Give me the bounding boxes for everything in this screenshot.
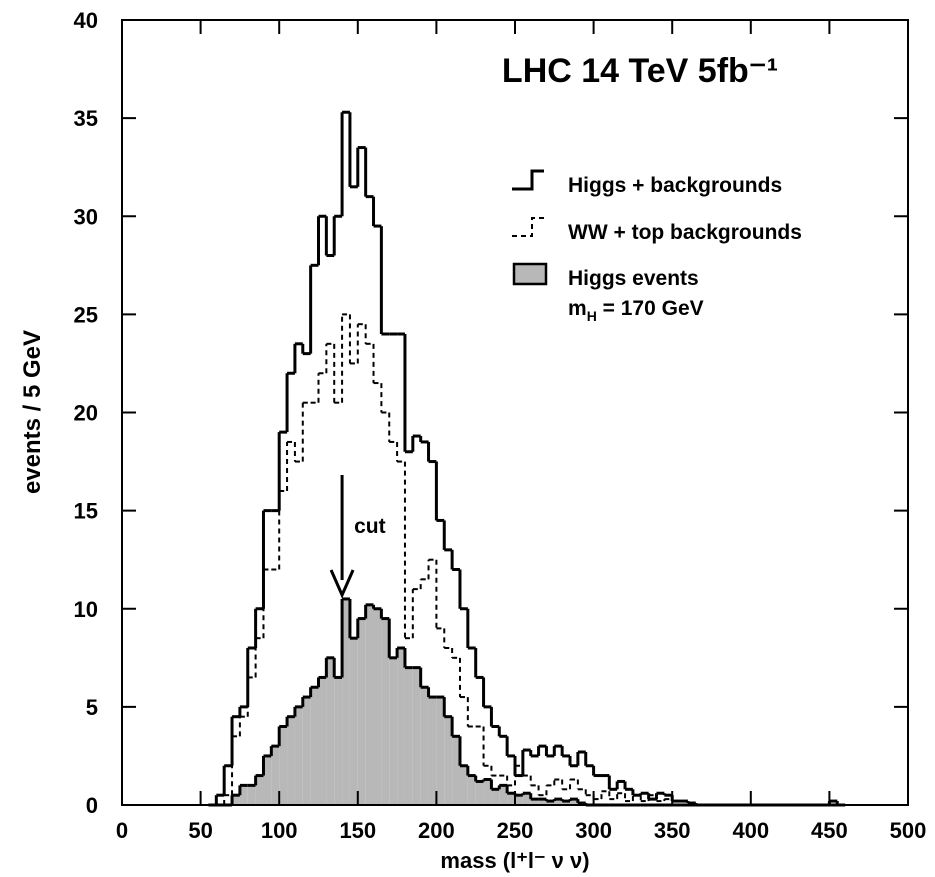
histogram-bar [530, 799, 539, 805]
histogram-bar [318, 677, 327, 805]
histogram-bar [444, 716, 453, 805]
histogram-bar [491, 789, 500, 805]
histogram-bar [452, 736, 460, 805]
histogram-bar [562, 801, 571, 805]
histogram-bar [287, 716, 295, 805]
histogram-bar [365, 604, 374, 805]
histogram-bar [334, 677, 343, 805]
histogram-bar [475, 781, 484, 805]
histogram-bar [271, 746, 280, 805]
x-tick-label: 400 [732, 818, 769, 843]
histogram-bar [412, 667, 421, 805]
histogram-bar [522, 793, 531, 805]
y-tick-label: 15 [74, 499, 98, 524]
cut-label: cut [354, 515, 386, 538]
y-tick-label: 40 [74, 8, 98, 33]
histogram-bar [515, 795, 523, 805]
legend-label: Higgs events [568, 267, 699, 290]
histogram-bar [436, 697, 445, 805]
histogram-bar [467, 775, 476, 805]
histogram-bar [349, 638, 358, 805]
x-tick-label: 350 [654, 818, 691, 843]
x-tick-label: 450 [811, 818, 848, 843]
histogram-bar [483, 779, 492, 805]
legend-note-part: = 170 GeV [597, 297, 704, 320]
x-tick-label: 200 [418, 818, 455, 843]
histogram-bar [232, 795, 240, 805]
y-tick-label: 30 [74, 204, 98, 229]
y-tick-label: 5 [86, 695, 98, 720]
histogram-bar [507, 793, 515, 805]
chart-title: LHC 14 TeV 5fb⁻¹ [502, 52, 778, 90]
x-tick-label: 100 [261, 818, 298, 843]
histogram-bar [357, 618, 366, 805]
histogram-bar [247, 785, 256, 805]
histogram-bar [428, 697, 437, 805]
x-tick-label: 250 [497, 818, 534, 843]
legend-label: Higgs + backgrounds [568, 174, 782, 197]
histogram-bar [554, 799, 563, 805]
y-tick-label: 25 [74, 302, 98, 327]
histogram-bar [538, 799, 547, 805]
histogram-bar [239, 785, 248, 805]
legend-swatch [512, 169, 544, 191]
histogram-bar [326, 657, 335, 805]
y-tick-label: 10 [74, 597, 98, 622]
histogram-bar [263, 755, 272, 805]
legend-note-subscript: H [587, 308, 597, 324]
histogram-bar [342, 598, 350, 805]
legend-label: WW + top backgrounds [568, 221, 802, 244]
legend-note: mH = 170 GeV [568, 297, 704, 324]
legend-swatch [512, 262, 548, 286]
x-tick-label: 300 [575, 818, 612, 843]
x-tick-label: 50 [188, 818, 212, 843]
histogram-bar [459, 765, 468, 805]
x-tick-label: 0 [116, 818, 128, 843]
x-tick-label: 500 [890, 818, 927, 843]
histogram-bar [420, 687, 429, 805]
y-axis-label: events / 5 GeV [19, 330, 46, 494]
y-tick-label: 35 [74, 106, 98, 131]
histogram-bar [381, 618, 390, 805]
x-axis-label: mass (l⁺l⁻ ν ν) [440, 848, 589, 873]
histogram-bar [397, 648, 405, 805]
histogram-bar [389, 657, 398, 805]
histogram-bar [255, 775, 264, 805]
cut-arrowhead [329, 569, 355, 599]
legend-note-part: m [568, 297, 587, 320]
histogram-bar [294, 706, 303, 805]
y-tick-label: 0 [86, 793, 98, 818]
x-tick-label: 150 [339, 818, 376, 843]
histogram-bar [499, 785, 508, 805]
legend-swatch [512, 217, 544, 237]
histogram-bar [404, 667, 413, 805]
plot-frame [121, 19, 909, 806]
y-tick-label: 20 [74, 401, 98, 426]
histogram-bar [279, 726, 288, 805]
histogram-bar [546, 801, 555, 805]
histogram-bar [373, 608, 382, 805]
histogram-bar [570, 799, 578, 805]
histogram-bar [302, 697, 311, 805]
histogram-bar [310, 687, 319, 805]
